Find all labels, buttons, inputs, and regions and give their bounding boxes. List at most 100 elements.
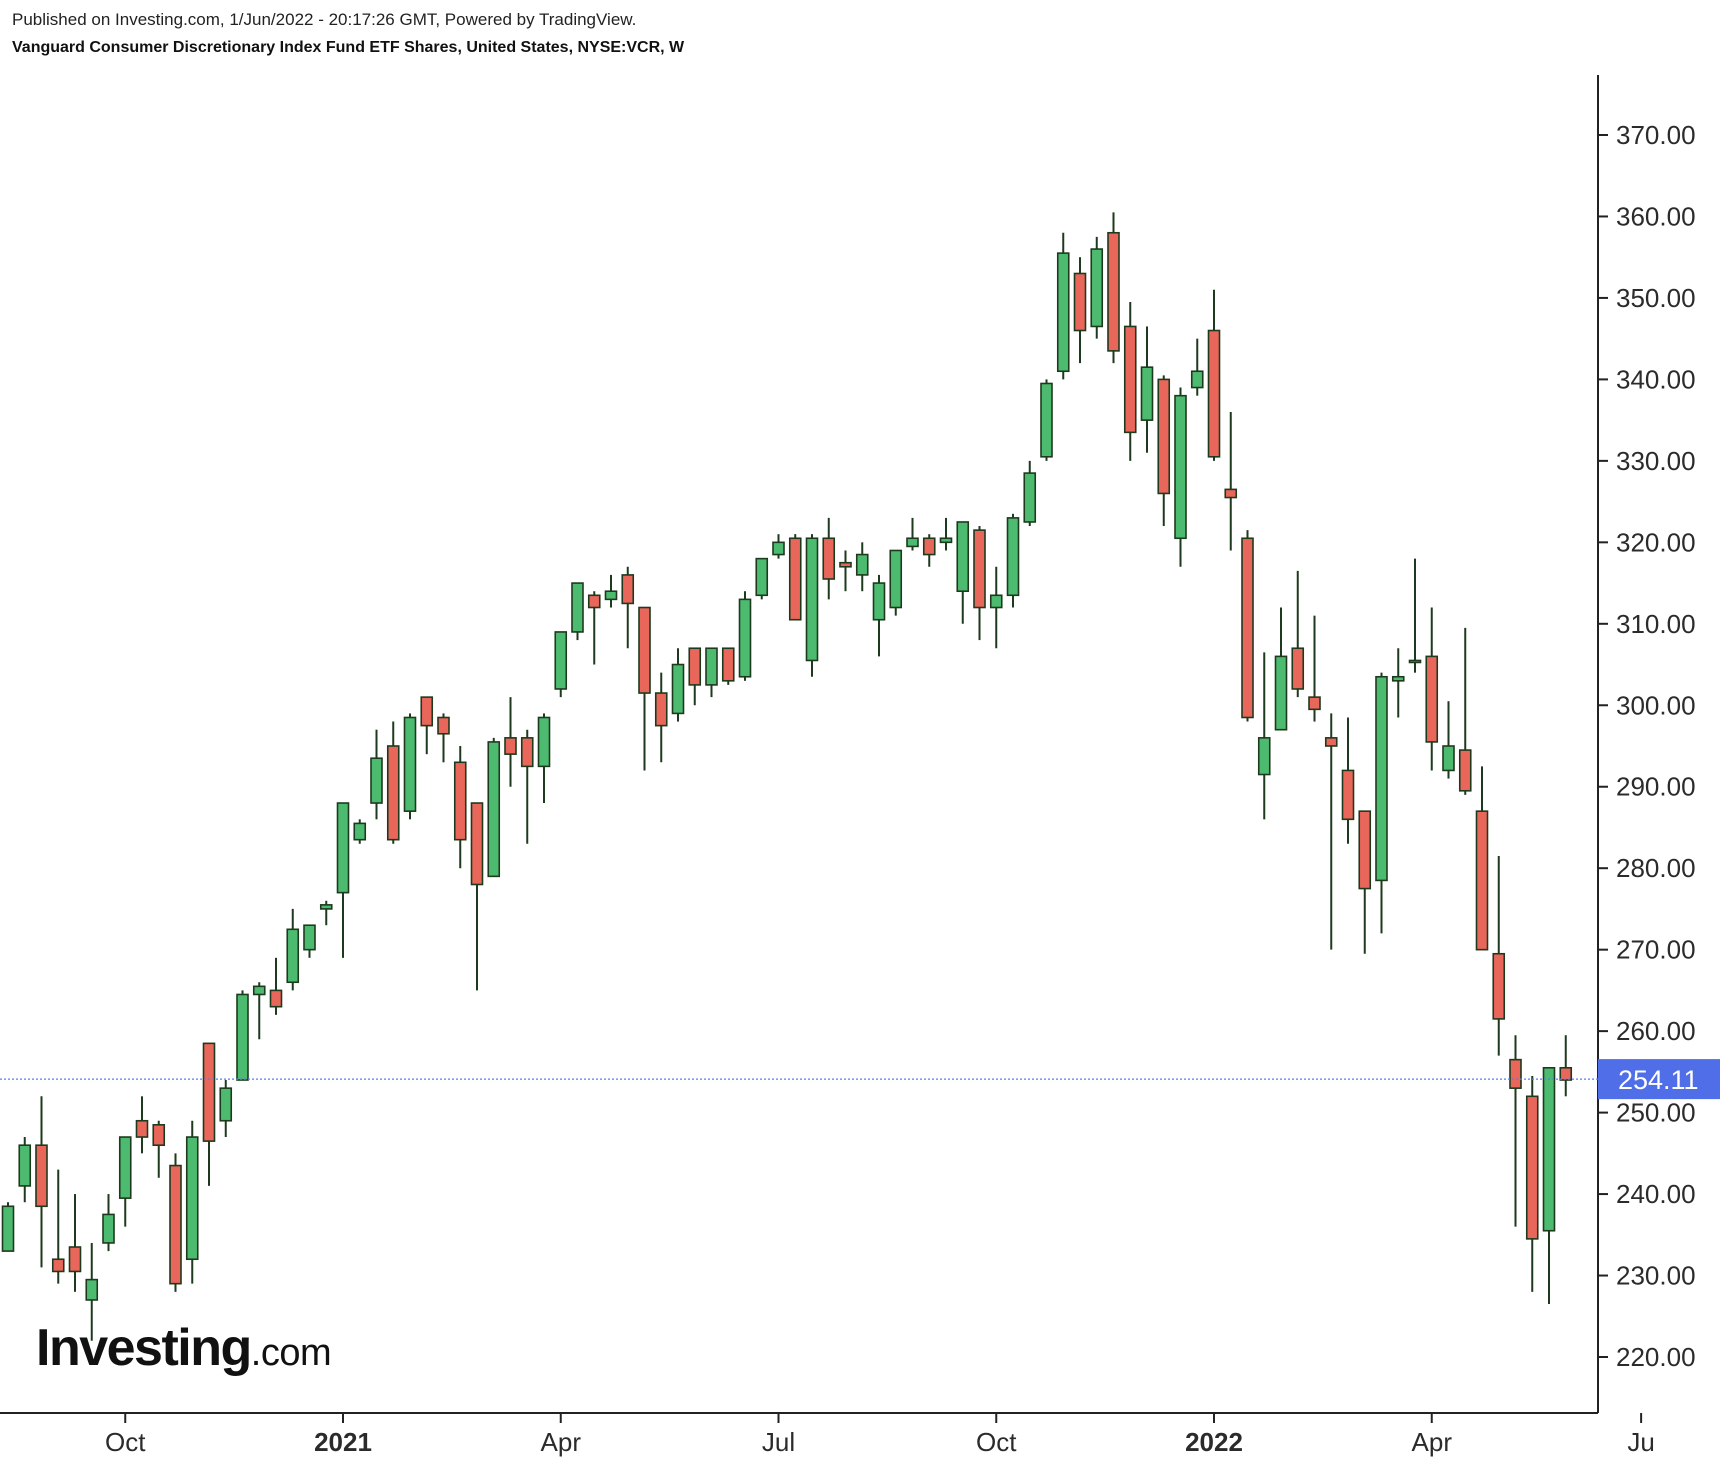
candle-body [939, 537, 953, 544]
candle-body [269, 989, 283, 1008]
chart-header: Published on Investing.com, 1/Jun/2022 -… [12, 8, 1687, 57]
candle-body [303, 924, 316, 951]
candle-body [839, 561, 852, 568]
y-tick-label: 250.00 [1616, 1098, 1696, 1128]
candle-body [1207, 329, 1221, 458]
candle-body [721, 647, 735, 682]
candle-body [169, 1164, 182, 1285]
candle-body [202, 1042, 216, 1142]
candle-body [420, 696, 434, 727]
candle-body [219, 1087, 233, 1122]
candle-body [336, 802, 350, 894]
candle-body [370, 757, 383, 804]
y-tick-label: 320.00 [1616, 527, 1696, 557]
candle-body [571, 582, 584, 633]
last-price-badge [1598, 1059, 1720, 1100]
candle-body [135, 1119, 149, 1138]
candle-body [453, 761, 467, 841]
candle-body [805, 537, 819, 662]
candle-body [1107, 231, 1120, 352]
candle-body [738, 598, 752, 678]
candle-body [252, 985, 266, 996]
y-tick-label: 350.00 [1616, 283, 1696, 313]
candle-body [587, 594, 601, 609]
candle-body [822, 537, 836, 580]
candle-body [688, 647, 702, 686]
y-tick-label: 270.00 [1616, 935, 1696, 965]
y-tick-label: 360.00 [1616, 201, 1696, 231]
candle-body [755, 557, 769, 597]
candle-body [621, 574, 635, 605]
x-tick-label: Apr [541, 1427, 582, 1457]
candle-body [1375, 675, 1388, 882]
candle-body [1140, 366, 1154, 421]
candle-body [102, 1213, 115, 1244]
y-tick-label: 240.00 [1616, 1179, 1696, 1209]
candle-body [1090, 248, 1104, 328]
candle-body [319, 904, 333, 910]
candle-body [1, 1205, 15, 1252]
candle-body [1525, 1095, 1539, 1240]
candle-body [286, 928, 300, 984]
candle-body [956, 521, 970, 593]
candle-body [1509, 1058, 1522, 1089]
published-info: Published on Investing.com, 1/Jun/2022 -… [12, 10, 637, 29]
candle-body [889, 549, 903, 609]
candle-body [1056, 252, 1070, 373]
y-tick-label: 340.00 [1616, 364, 1696, 394]
y-tick-label: 260.00 [1616, 1016, 1696, 1046]
candle-body [504, 737, 517, 755]
candle-body [1391, 675, 1405, 682]
candle-body [1291, 647, 1305, 690]
candle-body [1224, 488, 1238, 499]
candle-body [1040, 382, 1053, 458]
candle-body [1408, 659, 1422, 664]
candle-body [353, 822, 367, 841]
y-tick-label: 370.00 [1616, 120, 1696, 150]
candle-body [772, 541, 785, 556]
candle-body [604, 590, 618, 601]
candle-body [1358, 810, 1372, 890]
candle-body [85, 1278, 99, 1301]
candle-body [152, 1124, 166, 1146]
y-tick-label: 310.00 [1616, 609, 1696, 639]
candle-body [1425, 655, 1439, 743]
candle-body [51, 1258, 65, 1273]
candle-body [1241, 537, 1254, 719]
candle-body [1123, 325, 1137, 434]
x-tick-label: 2021 [314, 1427, 372, 1457]
x-tick-label: Jul [762, 1427, 795, 1457]
candle-body [989, 594, 1003, 609]
candle-body [1542, 1066, 1556, 1232]
candle-body [922, 537, 936, 556]
candle-body [437, 716, 450, 735]
candle-body [403, 716, 417, 812]
candle-body [855, 553, 869, 576]
candle-body [1458, 749, 1472, 792]
x-tick-label: 2022 [1185, 1427, 1243, 1457]
candle-body [1023, 472, 1037, 523]
y-tick-label: 300.00 [1616, 690, 1696, 720]
candle-body [487, 741, 501, 878]
candle-body [554, 631, 568, 690]
candle-body [1174, 394, 1187, 540]
y-tick-label: 220.00 [1616, 1342, 1696, 1372]
candle-body [1559, 1066, 1573, 1081]
instrument-title: Vanguard Consumer Discretionary Index Fu… [12, 39, 685, 56]
logo-wordmark: Investing [36, 1319, 252, 1377]
logo-domain: .com [250, 1332, 332, 1374]
candle-body [118, 1136, 132, 1199]
investing-logo: Investing.com [36, 1319, 332, 1377]
candle-body [1442, 745, 1455, 772]
y-tick-label: 280.00 [1616, 853, 1696, 883]
x-tick-label: Oct [105, 1427, 146, 1457]
candle-body [1073, 272, 1087, 332]
candle-body [1475, 810, 1489, 951]
y-tick-label: 330.00 [1616, 446, 1696, 476]
candle-body [520, 737, 534, 768]
candle-body [236, 993, 249, 1081]
x-tick-label: Ju [1627, 1427, 1654, 1457]
x-tick-label: Apr [1412, 1427, 1453, 1457]
candle-body [1257, 737, 1271, 776]
